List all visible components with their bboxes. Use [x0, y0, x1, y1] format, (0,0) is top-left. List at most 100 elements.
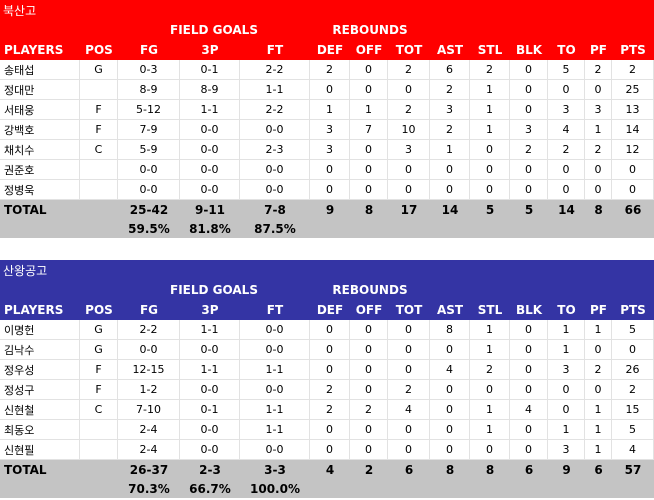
stat-cell: 2-2 — [240, 60, 310, 80]
stat-cell: 0 — [548, 180, 585, 200]
percentage: 87.5% — [254, 222, 296, 236]
stat-cell: 0 — [388, 320, 430, 340]
column-header: OFF — [355, 303, 383, 317]
stat-cell: 0 — [350, 60, 388, 80]
stat-cell — [80, 420, 118, 440]
stat-cell: 0 — [510, 60, 548, 80]
stat-cell: 2-2 — [118, 320, 180, 340]
stat-cell: 2 — [612, 380, 654, 400]
stat-cell: 1-1 — [240, 400, 310, 420]
stat-cell: 2 — [470, 60, 510, 80]
stat-cell: 0 — [510, 180, 548, 200]
stat-cell: C — [80, 400, 118, 420]
team-box-score: 북산고 FIELD GOALS REBOUNDS PLAYERS POS FG 3P FT DE… — [0, 0, 654, 238]
total-stat: 5 — [485, 203, 495, 217]
stat-cell: 0 — [350, 80, 388, 100]
column-header: FT — [266, 303, 284, 317]
player-name: 채치수 — [0, 140, 80, 160]
stat-cell: 0 — [388, 420, 430, 440]
stat-cell: 8-9 — [180, 80, 240, 100]
total-stat: 6 — [594, 463, 603, 477]
stat-cell: 2 — [310, 400, 350, 420]
stat-cell: 8 — [430, 320, 470, 340]
stat-cell: 0 — [612, 180, 654, 200]
stat-cell: 2 — [350, 400, 388, 420]
stat-cell: 0 — [310, 360, 350, 380]
percentage: 100.0% — [250, 482, 300, 496]
stat-cell: 0 — [510, 160, 548, 180]
stat-cell: 0-0 — [240, 160, 310, 180]
column-header: TOT — [395, 303, 423, 317]
stat-cell: 0 — [585, 180, 612, 200]
stat-cell: 1-1 — [180, 320, 240, 340]
stat-cell: 4 — [388, 400, 430, 420]
stat-cell: 2 — [388, 380, 430, 400]
total-stat: 57 — [624, 463, 642, 477]
group-header: REBOUNDS — [332, 23, 408, 37]
group-header: FIELD GOALS — [170, 23, 258, 37]
spacer — [0, 480, 118, 498]
stat-cell: 2 — [430, 120, 470, 140]
stat-cell: 1 — [470, 420, 510, 440]
stat-cell: 0 — [612, 340, 654, 360]
player-row: 정성구 F 1-2 0-0 0-0 2 0 2 0 0 0 0 0 2 — [0, 380, 654, 400]
stat-cell: 0-0 — [118, 160, 180, 180]
stat-cell: 1 — [585, 400, 612, 420]
column-header: BLK — [515, 43, 543, 57]
stat-cell: 0 — [548, 380, 585, 400]
stat-cell — [80, 180, 118, 200]
stat-cell: 3 — [310, 120, 350, 140]
stat-cell: 0 — [350, 380, 388, 400]
player-name: 정병욱 — [0, 180, 80, 200]
stat-cell: 0 — [350, 440, 388, 460]
column-header: PTS — [620, 43, 646, 57]
stat-cell: 0-0 — [118, 340, 180, 360]
stat-cell: 1-1 — [180, 360, 240, 380]
player-name: 최동오 — [0, 420, 80, 440]
team-title: 북산고 — [0, 0, 654, 20]
stat-cell: 0 — [510, 80, 548, 100]
stat-cell: 0 — [430, 380, 470, 400]
spacer — [0, 220, 118, 238]
stat-cell: 1 — [585, 440, 612, 460]
stat-cell: 15 — [612, 400, 654, 420]
player-row: 최동오 2-4 0-0 1-1 0 0 0 0 1 0 1 1 5 — [0, 420, 654, 440]
stat-cell: 0 — [350, 160, 388, 180]
stat-cell: 2 — [470, 360, 510, 380]
stat-cell: 0 — [470, 160, 510, 180]
player-row: 정병욱 0-0 0-0 0-0 0 0 0 0 0 0 0 0 0 — [0, 180, 654, 200]
stat-cell: 0-0 — [180, 160, 240, 180]
column-header: TO — [557, 303, 576, 317]
group-header-row: FIELD GOALS REBOUNDS — [0, 20, 654, 40]
stat-cell: 0 — [585, 80, 612, 100]
stat-cell: 12 — [612, 140, 654, 160]
stat-cell: 0-0 — [240, 180, 310, 200]
percentage-row: 59.5% 81.8% 87.5% — [0, 220, 654, 238]
stat-cell: 7-10 — [118, 400, 180, 420]
stat-cell: 2 — [585, 360, 612, 380]
stat-cell: 3 — [430, 100, 470, 120]
percentage: 70.3% — [128, 482, 170, 496]
column-header: PF — [590, 43, 607, 57]
percentage: 66.7% — [189, 482, 231, 496]
player-row: 정대만 8-9 8-9 1-1 0 0 0 2 1 0 0 0 25 — [0, 80, 654, 100]
total-row: TOTAL 26-37 2-3 3-3 4 2 6 8 8 6 9 6 57 — [0, 460, 654, 480]
spacer — [80, 200, 118, 220]
stat-cell: 12-15 — [118, 360, 180, 380]
stat-cell: 0 — [430, 440, 470, 460]
stat-cell: 2-4 — [118, 420, 180, 440]
total-stat: 14 — [558, 203, 575, 217]
stat-cell: 0 — [548, 160, 585, 180]
stat-cell: 14 — [612, 120, 654, 140]
stat-cell: 5 — [548, 60, 585, 80]
column-header: AST — [436, 303, 464, 317]
column-header: FT — [266, 43, 284, 57]
column-header: PLAYERS — [4, 303, 64, 317]
stat-cell: 0 — [310, 440, 350, 460]
player-row: 강백호 F 7-9 0-0 0-0 3 7 10 2 1 3 4 1 14 — [0, 120, 654, 140]
stat-cell: 0-0 — [180, 140, 240, 160]
stat-cell: 0 — [548, 400, 585, 420]
total-stat: 8 — [485, 463, 495, 477]
